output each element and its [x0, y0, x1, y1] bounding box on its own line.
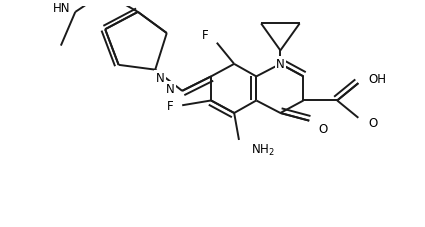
Text: N: N	[166, 83, 175, 96]
Text: O: O	[368, 117, 377, 130]
Text: NH$_2$: NH$_2$	[250, 142, 274, 157]
Text: F: F	[202, 29, 209, 42]
Text: OH: OH	[368, 72, 386, 85]
Text: F: F	[167, 99, 174, 112]
Text: HN: HN	[53, 2, 71, 15]
Text: O: O	[318, 122, 327, 135]
Text: N: N	[276, 58, 285, 71]
Text: N: N	[156, 72, 164, 84]
